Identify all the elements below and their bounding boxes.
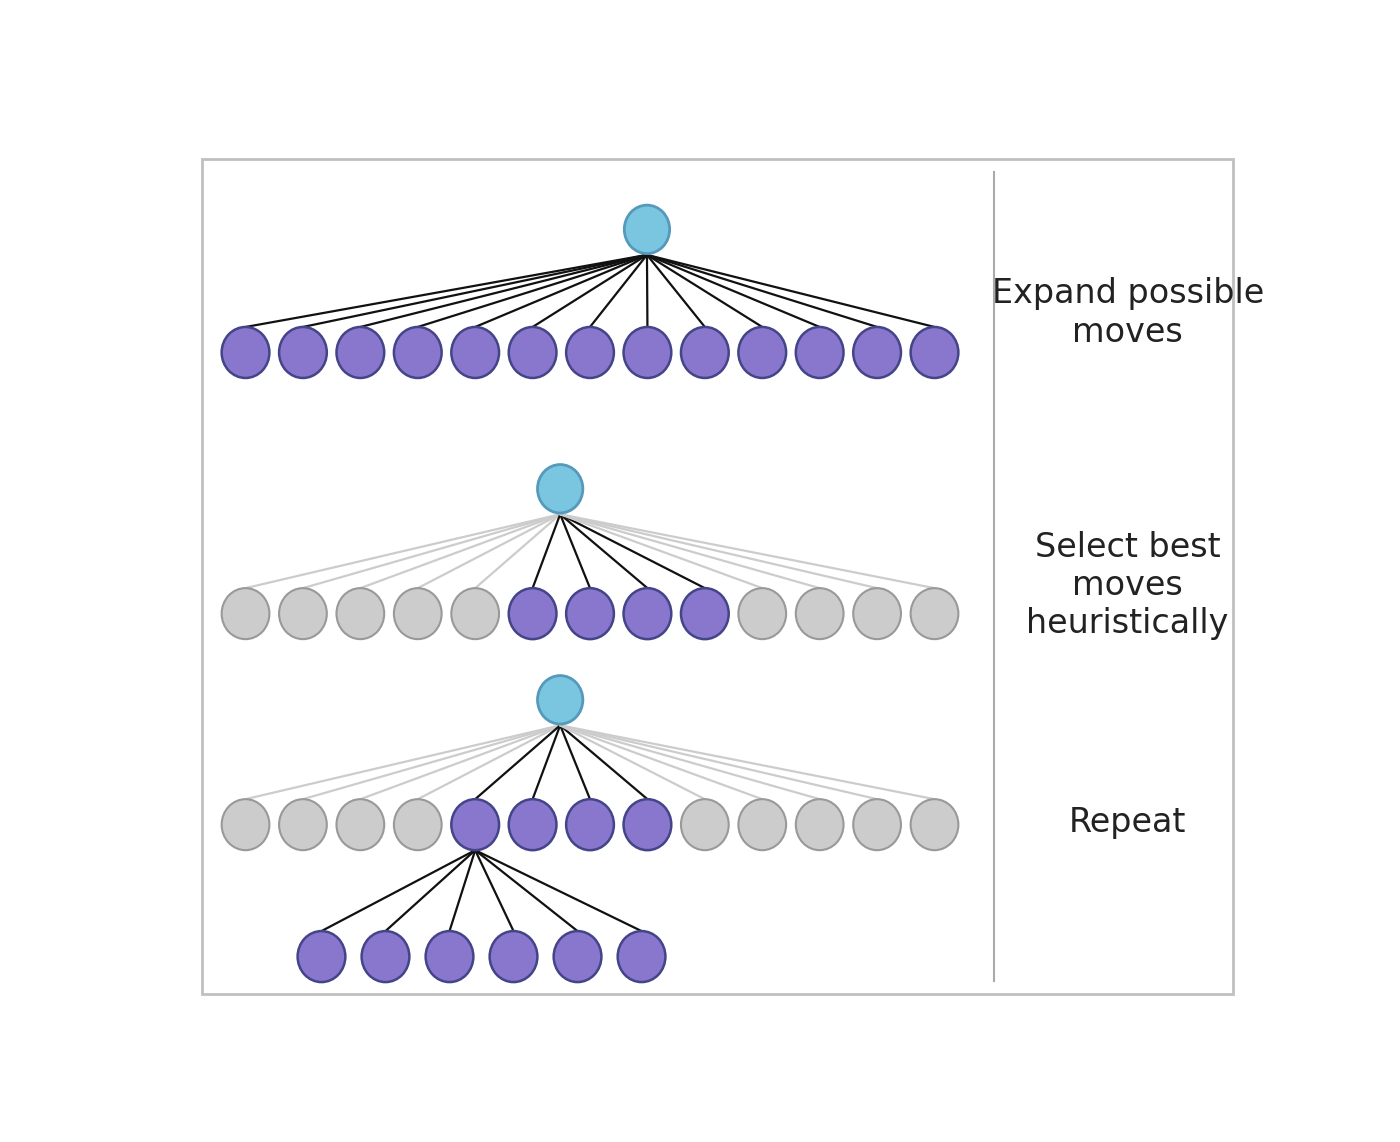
- Ellipse shape: [910, 327, 959, 378]
- Ellipse shape: [853, 588, 902, 640]
- Text: Select best
moves
heuristically: Select best moves heuristically: [1026, 531, 1229, 641]
- Ellipse shape: [508, 327, 556, 378]
- Ellipse shape: [508, 588, 556, 640]
- Ellipse shape: [221, 588, 269, 640]
- Ellipse shape: [623, 799, 671, 850]
- Ellipse shape: [623, 327, 671, 378]
- Ellipse shape: [336, 327, 384, 378]
- Ellipse shape: [538, 676, 582, 724]
- Ellipse shape: [910, 799, 959, 850]
- Ellipse shape: [624, 206, 669, 254]
- Ellipse shape: [738, 588, 787, 640]
- Ellipse shape: [795, 327, 844, 378]
- Ellipse shape: [795, 588, 844, 640]
- Ellipse shape: [853, 327, 902, 378]
- Text: Expand possible
moves: Expand possible moves: [991, 278, 1264, 348]
- Ellipse shape: [553, 931, 602, 982]
- Ellipse shape: [566, 799, 613, 850]
- Ellipse shape: [221, 799, 269, 850]
- Ellipse shape: [393, 799, 441, 850]
- Ellipse shape: [680, 327, 729, 378]
- Ellipse shape: [680, 799, 729, 850]
- Ellipse shape: [451, 327, 498, 378]
- Ellipse shape: [566, 327, 613, 378]
- Ellipse shape: [910, 588, 959, 640]
- Ellipse shape: [336, 588, 384, 640]
- Text: Repeat: Repeat: [1070, 806, 1186, 839]
- Ellipse shape: [680, 588, 729, 640]
- Ellipse shape: [393, 588, 441, 640]
- Ellipse shape: [738, 799, 787, 850]
- Ellipse shape: [279, 799, 326, 850]
- Ellipse shape: [538, 465, 582, 513]
- Ellipse shape: [617, 931, 665, 982]
- Ellipse shape: [298, 931, 346, 982]
- Ellipse shape: [279, 327, 326, 378]
- FancyBboxPatch shape: [202, 159, 1233, 995]
- Ellipse shape: [361, 931, 409, 982]
- Ellipse shape: [738, 327, 787, 378]
- Ellipse shape: [426, 931, 473, 982]
- Ellipse shape: [393, 327, 441, 378]
- Ellipse shape: [490, 931, 538, 982]
- Ellipse shape: [451, 799, 498, 850]
- Ellipse shape: [566, 588, 613, 640]
- Ellipse shape: [451, 588, 498, 640]
- Ellipse shape: [336, 799, 384, 850]
- Ellipse shape: [853, 799, 902, 850]
- Ellipse shape: [279, 588, 326, 640]
- Ellipse shape: [221, 327, 269, 378]
- Ellipse shape: [623, 588, 671, 640]
- Ellipse shape: [795, 799, 844, 850]
- Ellipse shape: [508, 799, 556, 850]
